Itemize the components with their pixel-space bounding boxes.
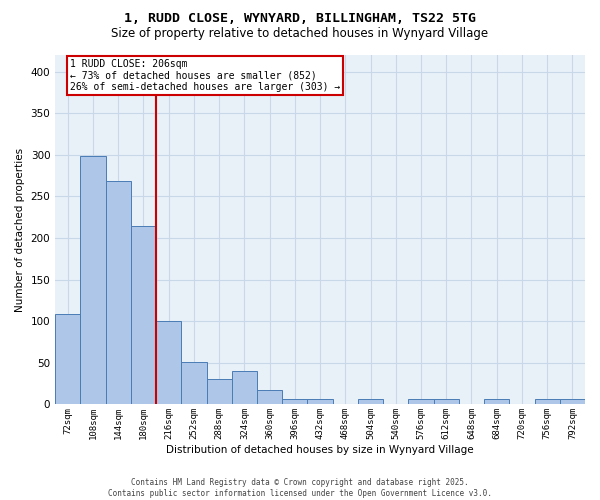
Bar (560, 400, 585, 404)
Bar (434, 400, 459, 404)
Bar (535, 400, 560, 404)
Bar (206, 378, 232, 404)
Bar (307, 398, 332, 404)
Bar (282, 398, 307, 404)
Bar (409, 400, 434, 404)
Bar (55, 314, 80, 404)
Text: Contains HM Land Registry data © Crown copyright and database right 2025.
Contai: Contains HM Land Registry data © Crown c… (108, 478, 492, 498)
Bar (131, 226, 156, 404)
Bar (106, 180, 131, 404)
Bar (232, 371, 257, 404)
Bar (156, 321, 181, 404)
Bar (80, 156, 106, 404)
Bar (358, 398, 383, 404)
Bar (257, 390, 282, 404)
Text: Size of property relative to detached houses in Wynyard Village: Size of property relative to detached ho… (112, 28, 488, 40)
Text: 1 RUDD CLOSE: 206sqm
← 73% of detached houses are smaller (852)
26% of semi-deta: 1 RUDD CLOSE: 206sqm ← 73% of detached h… (70, 59, 341, 92)
Y-axis label: Number of detached properties: Number of detached properties (15, 148, 25, 312)
Bar (484, 400, 509, 404)
X-axis label: Distribution of detached houses by size in Wynyard Village: Distribution of detached houses by size … (166, 445, 474, 455)
Bar (181, 362, 206, 405)
Text: 1, RUDD CLOSE, WYNYARD, BILLINGHAM, TS22 5TG: 1, RUDD CLOSE, WYNYARD, BILLINGHAM, TS22… (124, 12, 476, 26)
